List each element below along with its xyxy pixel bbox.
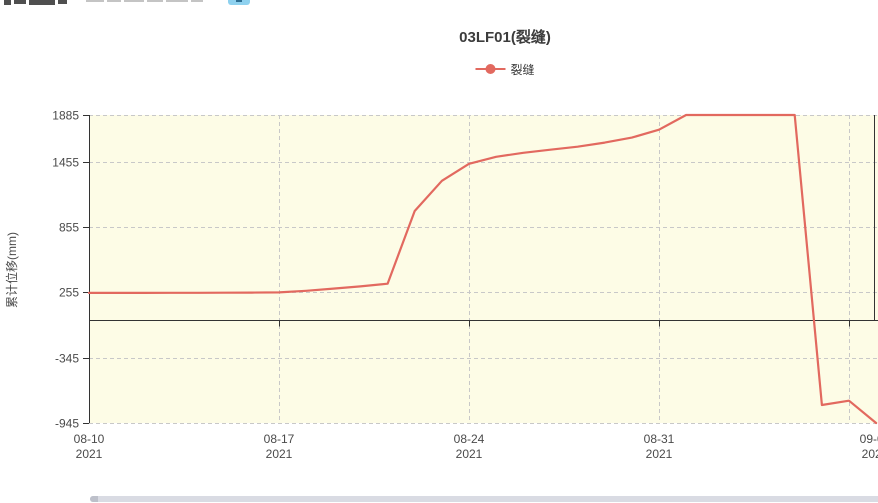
clipped-text-fragment <box>58 0 67 4</box>
x-tick-label: 08-24 2021 <box>454 432 485 461</box>
clipped-text-fragment <box>29 0 55 5</box>
clipped-text-fragment <box>191 0 203 2</box>
legend-label: 裂缝 <box>510 62 535 77</box>
y-tick-label: 255 <box>59 286 79 300</box>
y-axis-name: 累计位移(mm) <box>4 232 19 308</box>
x-tick-label: 09-072021 <box>860 432 878 461</box>
clipped-header-subtext <box>86 0 203 2</box>
clipped-text-fragment <box>4 0 11 5</box>
y-tick-label: -945 <box>55 417 79 431</box>
horizontal-scrollbar[interactable] <box>90 496 878 502</box>
clipped-text-fragment <box>166 0 188 2</box>
clipped-header-text <box>4 0 67 5</box>
x-tick-label: 08-31 2021 <box>644 432 675 461</box>
y-tick-label: -345 <box>55 352 79 366</box>
legend-item-crack[interactable]: 裂缝 <box>475 61 535 77</box>
badge-glyph-fragment <box>236 0 242 2</box>
clipped-text-fragment <box>124 0 144 2</box>
chart-title: 03LF01(裂缝) <box>459 29 551 46</box>
y-tick-label: 1885 <box>52 109 79 123</box>
x-tick-label: 08-17 2021 <box>264 432 295 461</box>
legend-line-circle-marker <box>475 61 506 77</box>
scrollbar-thumb[interactable] <box>90 496 98 502</box>
clipped-text-fragment <box>147 0 163 2</box>
plot-background <box>89 115 878 423</box>
y-tick-label: 855 <box>59 221 79 235</box>
x-tick-label: 08-10 2021 <box>74 432 105 461</box>
legend-marker-circle <box>485 64 496 74</box>
y-tick-label: 1455 <box>52 156 79 170</box>
clipped-text-fragment <box>14 0 26 4</box>
clipped-text-fragment <box>86 0 104 2</box>
clipped-blue-badge[interactable] <box>228 0 250 5</box>
clipped-text-fragment <box>107 0 121 2</box>
series-line[interactable] <box>87 113 878 425</box>
